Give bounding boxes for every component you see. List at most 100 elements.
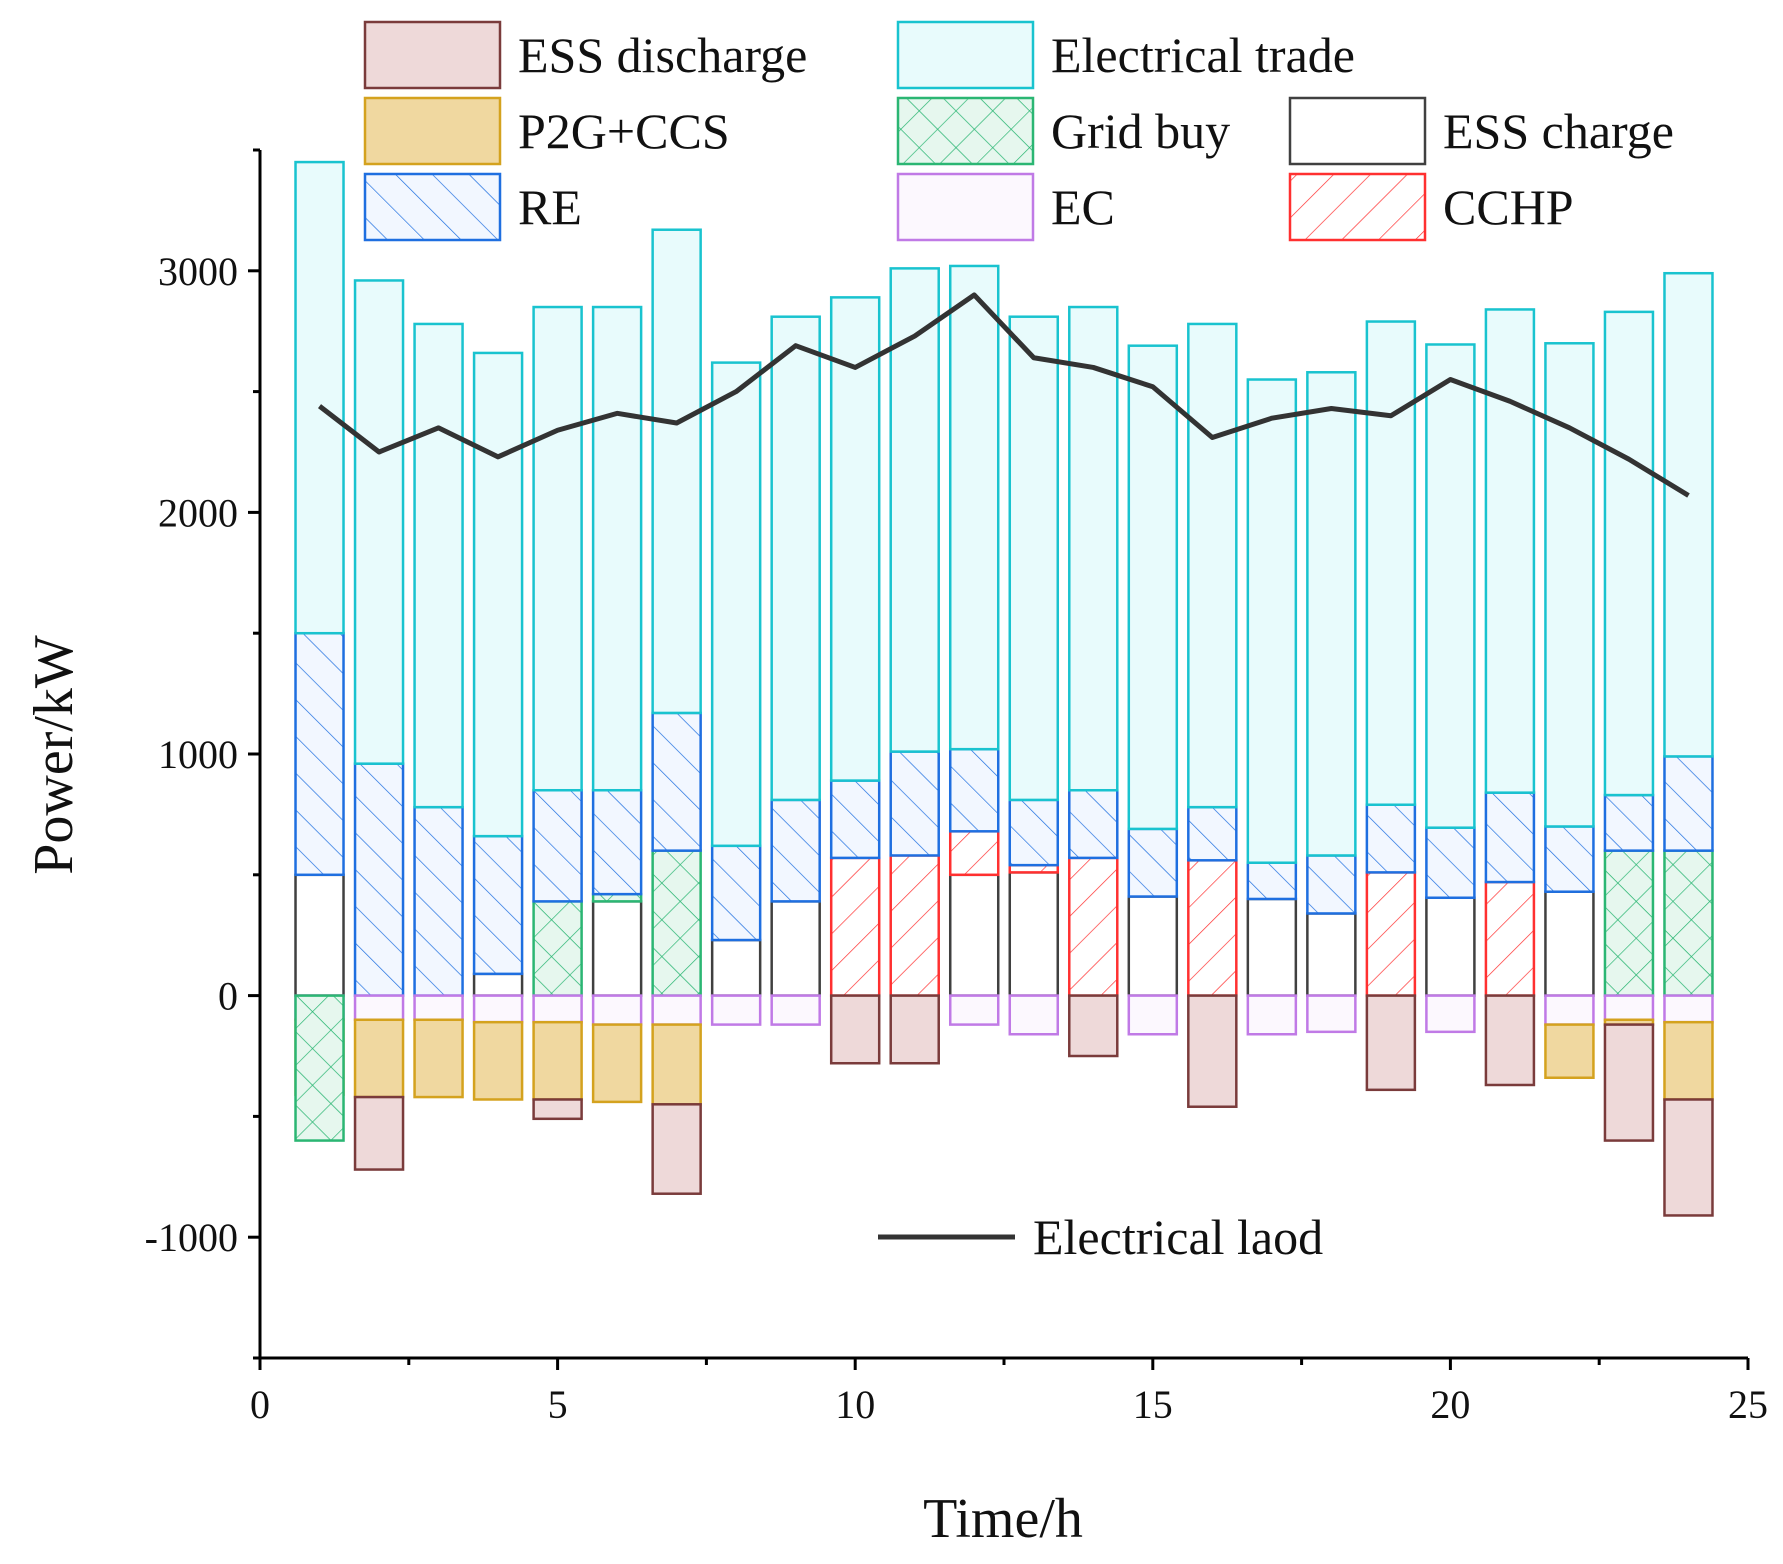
bar-re-17: [1246, 861, 1298, 901]
bar-re-7: [651, 711, 702, 852]
bar-ess_dis-11: [889, 994, 940, 1065]
y-tick-label-3000: 3000: [158, 249, 238, 294]
bar-ess_dis-14: [1068, 994, 1119, 1058]
bar-re-10: [829, 779, 881, 860]
legend-label-ec: EC: [1051, 179, 1115, 235]
bar-ec-2: [353, 994, 405, 1022]
bar-p2g-4: [472, 1020, 524, 1101]
bar-re-21: [1484, 791, 1536, 884]
bar-re-18: [1306, 854, 1357, 915]
bar-ess_dis-19: [1365, 994, 1417, 1092]
x-axis-title: Time/h: [923, 1488, 1083, 1550]
bar-ec-13: [1008, 994, 1060, 1036]
bar-re-14: [1068, 788, 1119, 860]
lines-layer: [317, 292, 1690, 498]
bar-trade-4: [472, 351, 524, 838]
bar-ess_dis-7: [651, 1103, 702, 1195]
bar-ec-17: [1246, 994, 1298, 1036]
bar-trade-14: [1068, 305, 1119, 792]
legend-swatch-p2g: [363, 96, 502, 166]
bar-re-24: [1663, 755, 1714, 852]
bar-ec-5: [532, 994, 583, 1024]
bar-ess_charge-15: [1127, 895, 1179, 997]
bar-cchp-21: [1484, 880, 1536, 997]
bar-trade-7: [651, 228, 702, 715]
legend-swatch-ec: [896, 172, 1035, 242]
bar-ess_dis-16: [1187, 994, 1238, 1108]
bar-ess_dis-5: [532, 1098, 583, 1121]
bar-re-16: [1187, 805, 1238, 862]
bar-ec-8: [710, 994, 762, 1026]
legend: ESS discharge Electrical trade P2G+CCS Grid…: [363, 20, 1674, 1265]
legend-swatch-re: [363, 172, 502, 242]
bar-trade-6: [591, 305, 643, 792]
bar-re-1: [294, 631, 345, 877]
bar-ess_dis-10: [829, 994, 881, 1065]
bar-trade-3: [413, 322, 464, 809]
legend-swatch-ess_charge: [1288, 96, 1427, 166]
bar-grid_buy-24: [1663, 849, 1714, 997]
bar-ess_dis-24: [1663, 1098, 1714, 1217]
x-tick-label-5: 5: [548, 1382, 568, 1427]
legend-label-ess_dis: ESS discharge: [518, 27, 807, 83]
bar-re-22: [1544, 825, 1595, 893]
legend-label-ess_charge: ESS charge: [1443, 103, 1674, 159]
bar-ec-7: [651, 994, 702, 1026]
y-tick-label--1000: -1000: [145, 1215, 238, 1260]
bar-p2g-7: [651, 1023, 702, 1106]
bar-cchp-14: [1068, 856, 1119, 997]
bar-re-9: [770, 798, 821, 903]
bar-trade-15: [1127, 344, 1179, 831]
bar-grid_buy_neg-1: [294, 994, 345, 1142]
legend-label-trade: Electrical trade: [1051, 27, 1355, 83]
bar-trade-24: [1663, 271, 1714, 758]
bar-ess_charge-8: [710, 938, 762, 997]
bar-ec-24: [1663, 994, 1714, 1024]
bar-cchp-19: [1365, 871, 1417, 997]
bar-re-3: [413, 805, 464, 997]
bar-cchp-11: [889, 854, 940, 997]
bar-re-5: [532, 788, 583, 903]
bar-grid_buy-7: [651, 849, 702, 997]
bar-trade-20: [1425, 343, 1476, 829]
bar-p2g-2: [353, 1018, 405, 1099]
y-tick-label-2000: 2000: [158, 490, 238, 535]
bar-re-12: [948, 747, 1000, 833]
bar-re-20: [1425, 826, 1476, 900]
bar-re-8: [710, 844, 762, 942]
bar-re-23: [1603, 793, 1655, 852]
bar-trade-2: [353, 279, 405, 765]
bar-ess_dis-23: [1603, 1023, 1655, 1142]
bar-re-15: [1127, 827, 1179, 898]
y-tick-label-0: 0: [218, 974, 238, 1019]
y-axis-title: Power/kW: [23, 635, 85, 875]
bar-trade-8: [710, 361, 762, 848]
bar-p2g-5: [532, 1020, 583, 1101]
bar-ec-22: [1544, 994, 1595, 1026]
ticks-layer: 0 5 10 15 20 25 -1000 0 1000 2000 3000: [145, 148, 1768, 1427]
bar-p2g-6: [591, 1023, 643, 1104]
bar-re-4: [472, 834, 524, 976]
bar-ess_charge-18: [1306, 912, 1357, 997]
bar-trade-9: [770, 315, 821, 802]
bar-trade-23: [1603, 310, 1655, 797]
bar-ec-4: [472, 994, 524, 1024]
legend-swatch-grid_buy: [896, 96, 1035, 166]
bars-layer: [294, 160, 1714, 1217]
bar-trade-12: [948, 264, 1000, 751]
legend-label-cchp: CCHP: [1443, 179, 1574, 235]
bar-ec-23: [1603, 994, 1655, 1022]
bar-trade-16: [1187, 322, 1238, 809]
bar-trade-19: [1365, 320, 1417, 806]
bar-ec-18: [1306, 994, 1357, 1034]
y-tick-label-1000: 1000: [158, 732, 238, 777]
bar-ess_charge-13: [1008, 871, 1060, 997]
legend-label-re: RE: [518, 179, 582, 235]
x-tick-label-25: 25: [1728, 1382, 1768, 1427]
bar-trade-10: [829, 296, 881, 782]
bar-ess_dis-21: [1484, 994, 1536, 1087]
bar-cchp-16: [1187, 859, 1238, 997]
bar-ess_charge-9: [770, 900, 821, 997]
bar-ess_charge-12: [948, 873, 1000, 997]
